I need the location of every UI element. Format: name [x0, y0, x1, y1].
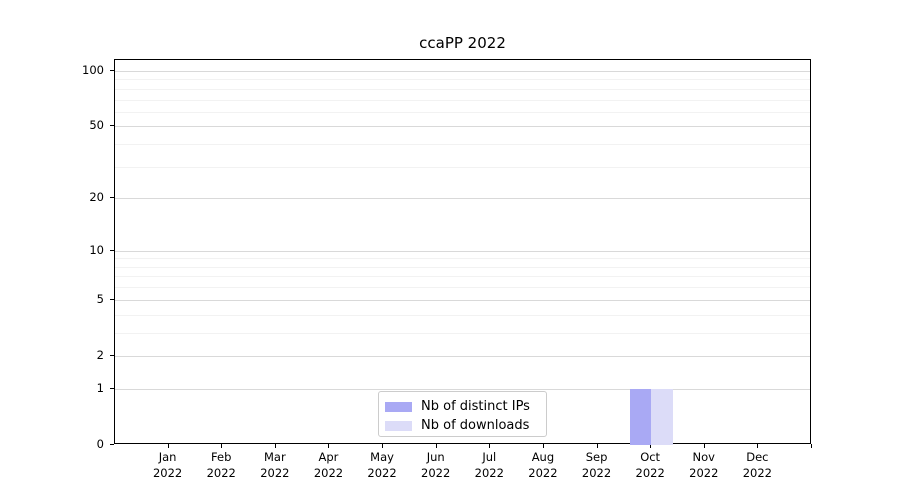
legend: Nb of distinct IPs Nb of downloads [378, 391, 547, 437]
bar-distinct-ips [629, 388, 652, 445]
x-tick-label: Nov 2022 [689, 450, 719, 480]
x-tick-label: Feb 2022 [206, 450, 236, 480]
gridline-minor [115, 166, 810, 168]
gridline-minor [115, 144, 810, 146]
gridline-minor [115, 276, 810, 278]
x-tick [167, 444, 169, 448]
y-tick-label: 1 [96, 380, 104, 395]
x-tick-label: Jun 2022 [421, 450, 451, 480]
gridline-minor [115, 332, 810, 334]
y-tick [110, 125, 114, 126]
x-tick-label: Apr 2022 [313, 450, 344, 480]
x-tick [596, 444, 598, 448]
legend-swatch-downloads [385, 420, 412, 431]
x-tick [542, 444, 544, 448]
gridline-minor [115, 79, 810, 81]
gridline-major [115, 70, 810, 72]
gridline-minor [115, 314, 810, 316]
x-tick [811, 444, 812, 448]
x-tick [274, 444, 276, 448]
x-tick [650, 444, 652, 448]
y-tick-label: 2 [96, 347, 104, 362]
bar-downloads [651, 388, 673, 445]
gridline-major [115, 388, 810, 390]
gridline-minor [115, 99, 810, 101]
gridline-minor [115, 287, 810, 289]
gridline-major [115, 250, 810, 252]
gridline-minor [115, 111, 810, 113]
x-tick-label: Sep 2022 [581, 450, 612, 480]
y-tick-label: 10 [89, 242, 104, 257]
gridline-minor [115, 258, 810, 260]
x-tick [435, 444, 437, 448]
gridline-major [115, 198, 810, 200]
y-tick [110, 299, 114, 300]
y-tick-label: 100 [82, 62, 104, 77]
x-tick-label: Dec 2022 [742, 450, 773, 480]
gridline-major [115, 355, 810, 357]
x-tick-label: Oct 2022 [635, 450, 665, 480]
y-tick-label: 50 [89, 118, 104, 133]
gridline-major [115, 126, 810, 128]
x-tick-label: May 2022 [367, 450, 397, 480]
x-tick-label: Aug 2022 [528, 450, 558, 480]
x-tick-label: Jan 2022 [152, 450, 183, 480]
chart-title: ccaPP 2022 [419, 34, 506, 52]
y-tick [110, 70, 114, 71]
legend-label-downloads: Nb of downloads [421, 418, 530, 433]
legend-label-distinct-ips: Nb of distinct IPs [421, 399, 530, 414]
y-tick [110, 388, 114, 389]
x-tick [328, 444, 330, 448]
y-tick-label: 0 [96, 437, 104, 451]
legend-swatch-distinct-ips [385, 401, 412, 412]
x-tick [221, 444, 223, 448]
gridline-major [115, 299, 810, 301]
x-tick [703, 444, 705, 448]
x-tick [489, 444, 491, 448]
x-tick-label: Jul 2022 [474, 450, 504, 480]
legend-item-downloads: Nb of downloads [385, 416, 540, 435]
x-tick [382, 444, 384, 448]
legend-item-distinct-ips: Nb of distinct IPs [385, 397, 540, 416]
plot-area [114, 59, 811, 445]
x-tick [757, 444, 759, 448]
y-tick [110, 355, 114, 356]
y-tick [110, 250, 114, 251]
y-tick [110, 197, 114, 198]
gridline-minor [115, 266, 810, 268]
gridline-minor [115, 88, 810, 90]
y-tick-label: 5 [96, 291, 104, 306]
y-tick-label: 20 [89, 190, 104, 205]
y-tick [110, 444, 114, 445]
x-tick-label: Mar 2022 [260, 450, 290, 480]
